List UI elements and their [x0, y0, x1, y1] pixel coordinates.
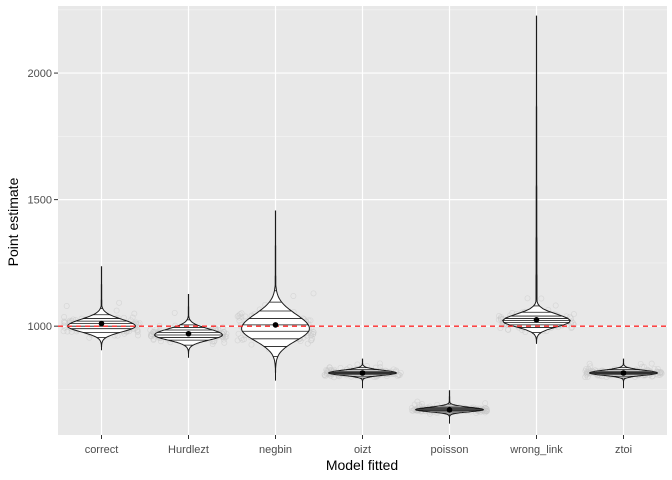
jitter-point — [221, 339, 228, 346]
mean-points — [98, 317, 627, 413]
mean-point-wrong_link — [533, 317, 540, 323]
violin-wrong_link — [502, 15, 571, 344]
x-tick-label: ztoi — [615, 444, 632, 456]
jitter-point — [655, 372, 661, 379]
jitter-point — [354, 361, 361, 368]
jitter-point — [310, 290, 317, 297]
jitter-point — [290, 293, 297, 299]
jitter-point — [237, 311, 243, 318]
jitter-point — [585, 366, 592, 373]
x-tick-label: poisson — [431, 444, 469, 456]
jitter-point — [409, 407, 416, 414]
jitter-point — [61, 319, 68, 326]
jitter-point — [552, 302, 559, 309]
jitter-point — [235, 330, 242, 337]
axes: 1000 1500 2000 correct Hurdlezt negbin oizt poi… — [28, 68, 633, 456]
y-tick-label: 1000 — [28, 321, 52, 333]
jitter-point — [135, 332, 141, 339]
jitter-point — [236, 314, 243, 321]
jitter-point — [538, 295, 545, 302]
jitter-point — [238, 335, 245, 341]
jitter-point — [637, 360, 644, 367]
jitter-point — [654, 366, 661, 372]
jitter-point — [248, 341, 255, 348]
jitter-point — [134, 327, 141, 334]
jitter-point — [63, 303, 70, 309]
x-tick-label: negbin — [259, 444, 292, 456]
jitter-point — [483, 407, 490, 414]
jitter-point — [481, 408, 487, 415]
y-tick-label: 2000 — [28, 68, 52, 80]
jitter-point — [524, 295, 531, 302]
jitter-point — [482, 404, 489, 411]
jitter-point — [60, 328, 67, 335]
jitter-point — [131, 310, 138, 317]
jitter-point — [86, 334, 93, 341]
y-axis-title: Point estimate — [5, 177, 21, 266]
y-tick-label: 1500 — [28, 195, 52, 207]
jitter-point — [310, 331, 317, 338]
jitter-point — [304, 340, 311, 347]
mean-point-ztoi — [620, 370, 627, 376]
mean-point-negbin — [272, 322, 279, 328]
mean-point-oizt — [359, 370, 366, 376]
jitter-point — [419, 401, 425, 407]
violin-negbin — [241, 210, 310, 381]
jitter-point — [171, 309, 178, 316]
jitter-point — [221, 329, 227, 336]
x-tick-label: Hurdlezt — [168, 444, 209, 456]
jitter-point — [61, 314, 68, 320]
jitter-point — [129, 314, 136, 321]
jitter-point — [648, 360, 655, 367]
x-tick-label: wrong_link — [509, 444, 563, 456]
jitter-point — [570, 311, 577, 318]
x-tick-label: oizt — [354, 444, 371, 456]
jitter-point — [583, 366, 590, 373]
jitter-point — [242, 313, 249, 320]
mean-point-poisson — [446, 406, 453, 413]
jitter-point — [150, 336, 157, 343]
mean-point-correct — [98, 320, 105, 327]
jitter-point — [113, 307, 120, 314]
jitter-point — [499, 322, 506, 329]
jitter-point — [639, 363, 646, 370]
mean-point-Hurdlezt — [185, 330, 192, 337]
jitter-point — [411, 401, 418, 408]
x-axis-title: Model fitted — [326, 457, 398, 473]
jitter-point — [376, 360, 383, 367]
jitter-point — [241, 336, 248, 343]
jitter-point — [153, 326, 160, 333]
x-tick-label: correct — [85, 444, 119, 456]
jitter-point — [310, 328, 317, 335]
jitter-point — [116, 299, 123, 306]
jitter-point — [586, 360, 593, 367]
jitter-point — [583, 371, 590, 378]
